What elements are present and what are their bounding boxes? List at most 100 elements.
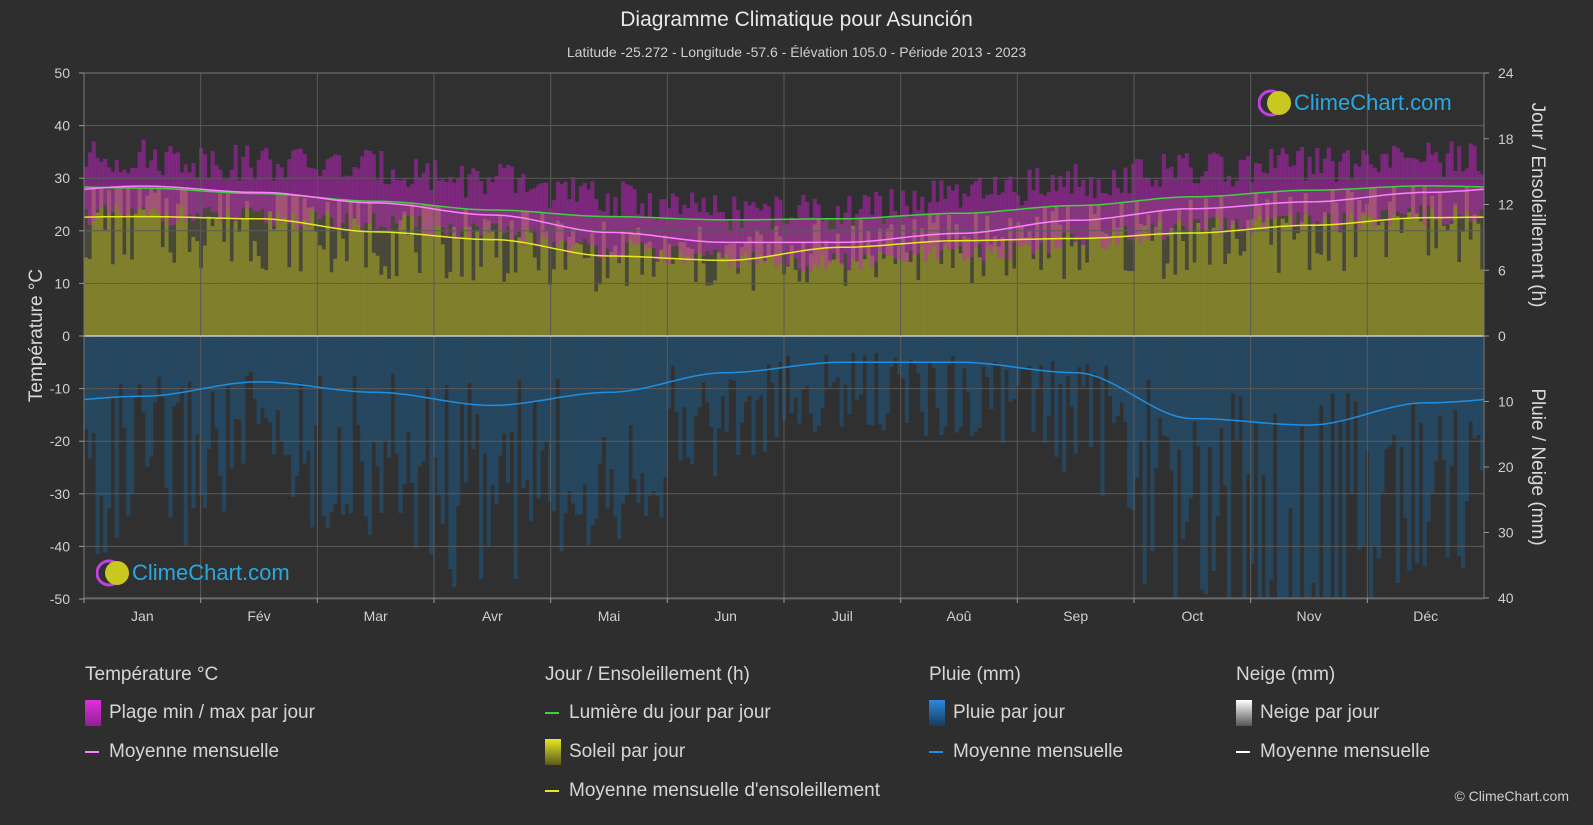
temp-range-day-bar	[854, 214, 860, 263]
temp-range-day-bar	[1092, 198, 1097, 237]
sunshine-day-bar	[1464, 186, 1469, 336]
temp-range-day-bar	[1253, 162, 1258, 221]
rain-day-bar	[1441, 336, 1446, 461]
x-month-label: Mar	[364, 608, 388, 624]
legend-snow: Neige (mm) Neige par jour Moyenne mensue…	[1236, 664, 1430, 778]
rain-day-bar	[122, 336, 127, 428]
daylight-day-bar	[597, 216, 603, 336]
temp-range-day-bar	[1234, 180, 1239, 219]
temp-range-day-bar	[1073, 164, 1078, 243]
temp-range-day-bar	[1088, 176, 1094, 237]
sunshine-day-bar	[498, 215, 503, 336]
temp-range-day-bar	[1108, 195, 1113, 244]
rain-day-bar	[1046, 336, 1051, 416]
rain-day-bar	[651, 336, 656, 492]
temp-range-day-bar	[486, 177, 491, 234]
temp-range-day-bar	[970, 184, 975, 257]
rain-day-bar	[736, 336, 741, 456]
sunshine-day-bar	[1196, 222, 1201, 336]
sunshine-day-bar	[559, 223, 564, 336]
sunshine-day-bar	[398, 220, 403, 336]
sunshine-day-bar	[1058, 224, 1063, 336]
sunshine-day-bar	[505, 273, 511, 336]
temp-range-day-bar	[1269, 148, 1274, 219]
rain-day-bar	[847, 336, 852, 415]
rain-day-bar	[1131, 336, 1136, 510]
sunshine-day-bar	[862, 259, 867, 336]
temp-range-day-bar	[989, 194, 994, 254]
sunshine-day-bar	[1376, 225, 1381, 336]
sunshine-day-bar	[525, 211, 530, 336]
rain-day-bar	[133, 336, 138, 398]
temp-range-day-bar	[943, 198, 948, 246]
y-left-tick-label: 30	[54, 170, 70, 186]
temp-range-day-bar	[1361, 150, 1366, 215]
sunshine-day-bar	[87, 259, 92, 336]
rain-day-bar	[1142, 336, 1147, 584]
rain-day-bar	[99, 336, 104, 497]
rain-day-bar	[513, 336, 518, 580]
temp-range-day-bar	[659, 199, 664, 251]
sunshine-day-bar	[214, 217, 219, 336]
sunshine-day-bar	[1096, 204, 1101, 336]
sunshine-day-bar	[1131, 270, 1136, 336]
rain-day-bar	[843, 336, 848, 385]
daylight-day-bar	[797, 219, 802, 336]
temp-range-day-bar	[939, 180, 944, 251]
rain-day-bar	[839, 336, 844, 428]
temp-range-day-bar	[114, 159, 119, 205]
sunshine-day-bar	[970, 283, 975, 336]
rain-day-bar	[479, 336, 484, 580]
temp-range-day-bar	[429, 189, 434, 237]
rain-day-bar	[390, 336, 395, 375]
temp-range-day-bar	[651, 218, 656, 248]
temp-range-day-bar	[133, 167, 138, 213]
temp-range-day-bar	[1069, 193, 1074, 234]
rain-day-bar	[1027, 336, 1032, 366]
rain-day-bar	[429, 336, 434, 555]
rain-day-bar	[456, 336, 461, 506]
temp-range-day-bar	[889, 189, 894, 256]
rain-day-bar	[1161, 336, 1166, 436]
temp-range-day-bar	[471, 168, 476, 224]
sunshine-day-bar	[1039, 270, 1044, 336]
rain-day-bar	[732, 336, 737, 382]
temp-range-day-bar	[149, 160, 154, 209]
rain-day-bar	[989, 336, 994, 410]
sunshine-day-bar	[137, 188, 142, 336]
temp-range-day-bar	[670, 193, 675, 247]
rain-day-bar	[91, 336, 96, 434]
rain-day-bar	[1311, 336, 1316, 583]
rain-day-bar	[701, 336, 706, 383]
sunshine-day-bar	[1004, 275, 1009, 336]
sunshine-day-bar	[187, 251, 192, 336]
sunshine-day-bar	[245, 200, 250, 336]
rain-day-bar	[1184, 336, 1189, 522]
temp-range-day-bar	[210, 151, 215, 213]
rain-day-bar	[490, 336, 495, 485]
sunshine-day-bar	[482, 218, 488, 336]
rain-day-bar	[647, 336, 652, 496]
temp-range-day-bar	[805, 201, 810, 266]
rain-day-bar	[340, 336, 346, 515]
rain-day-bar	[509, 336, 514, 432]
sunshine-day-bar	[927, 214, 932, 336]
rain-day-bar	[1273, 336, 1278, 414]
sunshine-day-bar	[1150, 240, 1155, 336]
sunshine-day-bar	[1146, 214, 1151, 336]
daylight-day-bar	[1457, 186, 1462, 336]
rain-day-bar	[160, 336, 165, 398]
temp-range-day-bar	[367, 150, 372, 224]
temp-range-day-bar	[1330, 161, 1335, 223]
sunshine-day-bar	[1227, 253, 1232, 336]
rain-day-bar	[766, 336, 771, 365]
sunshine-day-bar	[306, 207, 311, 336]
sunshine-day-bar	[421, 204, 426, 336]
sunshine-day-bar	[1085, 262, 1090, 336]
sunshine-day-bar	[551, 269, 557, 336]
sunshine-day-bar	[440, 244, 445, 336]
rain-day-bar	[597, 336, 603, 464]
sunshine-day-bar	[1357, 199, 1362, 336]
rain-day-bar	[1115, 336, 1120, 417]
temp-range-day-bar	[1411, 158, 1416, 220]
